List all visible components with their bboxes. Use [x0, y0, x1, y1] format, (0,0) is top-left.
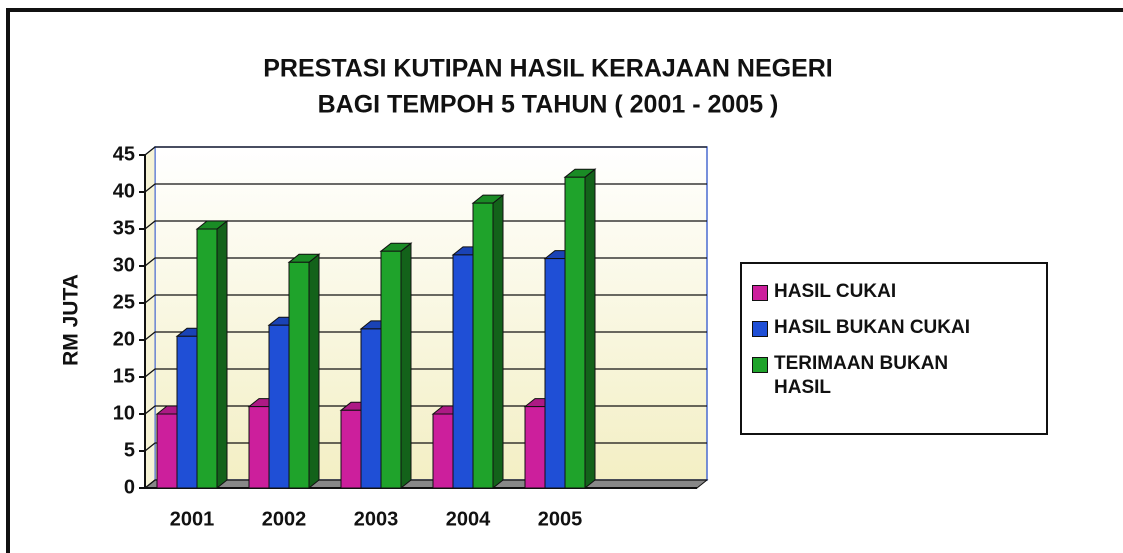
y-tick-label: 35 [113, 217, 135, 239]
bar [360, 328, 382, 489]
bar [524, 406, 546, 489]
bar [544, 258, 566, 489]
bar [268, 324, 290, 489]
chart-title: PRESTASI KUTIPAN HASIL KERAJAAN NEGERI [263, 55, 833, 83]
grid-line [144, 257, 707, 267]
legend-item: HASIL CUKAI [752, 280, 1036, 304]
grid-line [144, 368, 707, 378]
bar [248, 406, 270, 489]
x-tick-label: 2005 [538, 508, 583, 530]
legend-label: TERIMAAN BUKAN HASIL [774, 353, 949, 398]
side-wall [144, 145, 156, 490]
bar [340, 409, 362, 489]
grid-line [144, 146, 707, 156]
y-tick-label: 10 [113, 402, 135, 424]
legend-swatch [752, 321, 768, 337]
x-tick-label: 2002 [262, 508, 307, 530]
bar-side [492, 194, 504, 490]
floor [143, 479, 709, 489]
y-tick-label: 40 [113, 180, 135, 202]
bar-side [308, 253, 320, 490]
x-tick-label: 2001 [170, 508, 215, 530]
legend-swatch [752, 357, 768, 373]
bar-side [400, 242, 412, 490]
back-wall [154, 146, 708, 481]
y-tick-label: 15 [113, 365, 135, 387]
y-tick-label: 20 [113, 328, 135, 350]
chart-subtitle: BAGI TEMPOH 5 TAHUN ( 2001 - 2005 ) [318, 91, 779, 119]
bar [196, 228, 218, 489]
grid-line [144, 442, 707, 452]
legend: HASIL CUKAI HASIL BUKAN CUKAI TERIMAAN BUK… [740, 262, 1048, 435]
legend-label: HASIL CUKAI [774, 281, 897, 302]
grid-line [144, 331, 707, 341]
bar [564, 176, 586, 489]
bar [432, 413, 454, 489]
grid-line [144, 405, 707, 415]
bar [176, 335, 198, 489]
y-tick-label: 25 [113, 291, 135, 313]
bar [452, 254, 474, 489]
grid-line [144, 294, 707, 304]
y-tick-label: 45 [113, 143, 135, 165]
legend-item: TERIMAAN BUKAN HASIL [752, 352, 1036, 400]
x-tick-label: 2004 [446, 508, 491, 530]
x-tick-label: 2003 [354, 508, 399, 530]
grid-line [144, 220, 707, 230]
y-tick-label: 30 [113, 254, 135, 276]
y-tick-label: 5 [124, 439, 135, 461]
y-axis-label: RM JUTA [60, 274, 83, 366]
grid-line [144, 183, 707, 193]
legend-item: HASIL BUKAN CUKAI [752, 316, 1036, 340]
bar [472, 202, 494, 489]
bar-side [216, 219, 228, 490]
bar [156, 413, 178, 489]
legend-label: HASIL BUKAN CUKAI [774, 317, 970, 338]
bar-side [584, 168, 596, 490]
grid-line [144, 479, 707, 489]
bar [288, 261, 310, 489]
y-tick-label: 0 [124, 476, 135, 498]
bar [380, 250, 402, 489]
legend-swatch [752, 285, 768, 301]
frame [6, 8, 1123, 553]
